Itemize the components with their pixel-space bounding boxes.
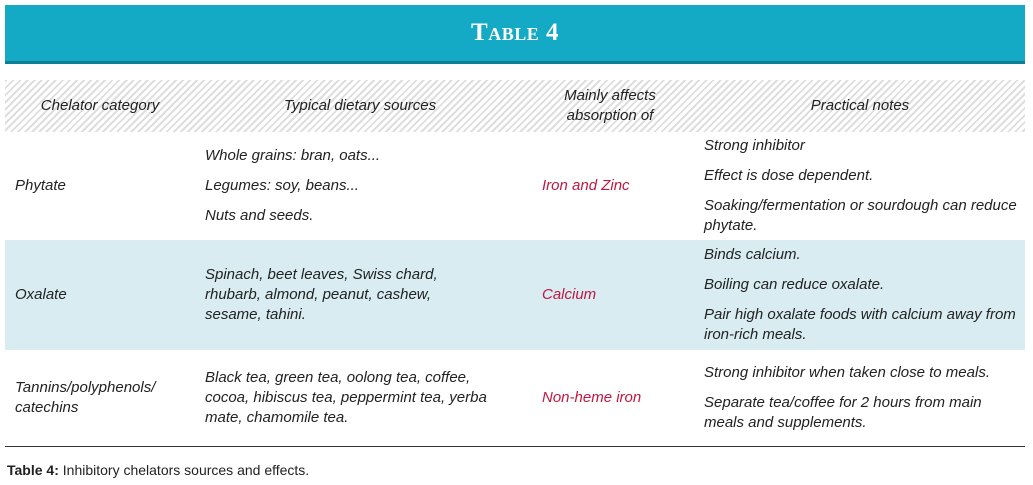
sources-cell: Spinach, beet leaves, Swiss chard, rhuba… [195, 240, 525, 350]
note-item: Binds calcium. [704, 246, 801, 263]
sources-cell: Whole grains: bran, oats... Legumes: soy… [195, 132, 525, 240]
table-row: Oxalate Spinach, beet leaves, Swiss char… [5, 240, 1025, 350]
column-header: Chelator category [40, 97, 160, 114]
note-item: Pair high oxalate foods with calcium awa… [704, 306, 1016, 343]
table-row: Phytate Whole grains: bran, oats... Legu… [5, 132, 1025, 240]
source-item: Nuts and seeds. [205, 207, 314, 224]
note-item: Soaking/fermentation or sourdough can re… [704, 197, 1017, 234]
affects-cell: Calcium [542, 286, 597, 303]
table-caption: Table 4: Inhibitory chelators sources an… [7, 462, 309, 478]
table-header: Chelator category Typical dietary source… [5, 80, 1025, 132]
source-item: Legumes: soy, beans... [205, 177, 359, 194]
column-header: Mainly affects absorption of [564, 87, 656, 124]
note-item: Boiling can reduce oxalate. [704, 276, 885, 293]
affects-cell: Iron and Zinc [542, 177, 630, 194]
source-item: Spinach, beet leaves, Swiss chard, rhuba… [205, 266, 438, 323]
category-cell: Phytate [15, 177, 66, 194]
category-cell: Oxalate [15, 286, 67, 303]
notes-cell: Strong inhibitor Effect is dose dependen… [695, 132, 1025, 240]
table-title: Table 4 [471, 19, 559, 46]
notes-cell: Strong inhibitor when taken close to mea… [695, 350, 1025, 446]
table-row: Tannins/polyphenols/ catechins Black tea… [5, 350, 1025, 447]
caption-label: Table 4: [7, 462, 59, 478]
affects-cell: Non-heme iron [542, 389, 642, 406]
table-banner: Table 4 [5, 5, 1025, 64]
notes-cell: Binds calcium. Boiling can reduce oxalat… [695, 240, 1025, 350]
category-cell: Tannins/polyphenols/ catechins [15, 379, 156, 416]
column-header: Practical notes [810, 97, 910, 114]
source-item: Black tea, green tea, oolong tea, coffee… [205, 369, 487, 426]
sources-cell: Black tea, green tea, oolong tea, coffee… [195, 350, 525, 446]
note-item: Strong inhibitor [704, 137, 805, 154]
column-header: Typical dietary sources [283, 97, 437, 114]
caption-text: Inhibitory chelators sources and effects… [62, 462, 310, 478]
note-item: Effect is dose dependent. [704, 167, 874, 184]
note-item: Separate tea/coffee for 2 hours from mai… [704, 394, 982, 431]
note-item: Strong inhibitor when taken close to mea… [704, 364, 990, 381]
source-item: Whole grains: bran, oats... [205, 147, 381, 164]
